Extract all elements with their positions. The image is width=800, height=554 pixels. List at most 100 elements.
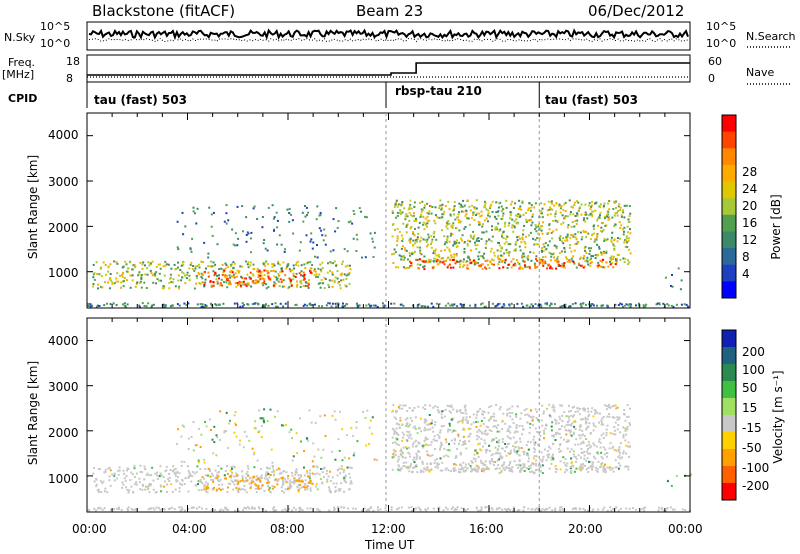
power-echo-cell	[252, 281, 255, 284]
power-echo-cell	[135, 282, 138, 285]
velocity-echo-cell	[561, 508, 564, 511]
velocity-echo-cell	[205, 487, 208, 490]
velocity-echo-cell	[481, 431, 484, 434]
power-echo-cell	[581, 235, 584, 238]
power-echo-cell	[582, 229, 585, 232]
velocity-echo-cell	[178, 487, 181, 489]
power-echo-cell	[328, 279, 331, 282]
velocity-echo-cell	[503, 468, 506, 471]
velocity-echo-cell	[510, 470, 513, 472]
power-echo-cell	[504, 261, 506, 264]
power-echo-cell	[588, 214, 591, 217]
velocity-echo-cell	[148, 491, 151, 494]
power-echo-cell	[254, 282, 257, 285]
velocity-echo-cell	[402, 465, 405, 468]
power-echo-cell	[629, 228, 631, 231]
power-echo-cell	[540, 202, 542, 205]
velocity-echo-cell	[340, 506, 343, 509]
velocity-echo-cell	[404, 456, 407, 459]
velocity-echo-cell	[552, 404, 555, 407]
velocity-echo-cell	[205, 481, 208, 484]
power-echo-cell	[262, 277, 265, 280]
velocity-echo-cell	[570, 472, 573, 474]
power-echo-cell	[287, 287, 290, 290]
velocity-echo-cell	[492, 438, 495, 441]
power-colorbar-swatch	[722, 164, 736, 182]
velocity-echo-cell	[440, 441, 443, 444]
velocity-echo-cell	[581, 467, 584, 470]
power-echo-cell	[520, 208, 523, 211]
power-echo-cell	[110, 279, 113, 282]
power-echo-cell	[585, 303, 587, 306]
power-echo-cell	[605, 239, 608, 242]
velocity-echo-cell	[511, 418, 514, 421]
velocity-echo-cell	[313, 455, 316, 458]
power-echo-cell	[278, 285, 281, 288]
power-echo-cell	[603, 266, 606, 269]
power-echo-cell	[547, 244, 550, 247]
power-echo-cell	[620, 224, 623, 227]
velocity-echo-cell	[579, 437, 582, 440]
power-echo-cell	[284, 302, 287, 305]
velocity-echo-cell	[394, 453, 397, 456]
power-echo-cell	[503, 252, 506, 255]
velocity-echo-cell	[518, 454, 521, 457]
velocity-echo-cell	[259, 476, 262, 479]
velocity-echo-cell	[87, 508, 90, 511]
velocity-echo-cell	[484, 448, 487, 451]
power-echo-cell	[253, 205, 256, 208]
velocity-echo-cell	[526, 421, 529, 424]
velocity-echo-cell	[525, 454, 528, 456]
power-echo-cell	[426, 238, 429, 241]
power-echo-cell	[513, 226, 516, 229]
velocity-echo-cell	[554, 418, 556, 421]
power-echo-cell	[263, 274, 266, 277]
power-echo-cell	[154, 272, 157, 275]
power-echo-cell	[315, 218, 318, 221]
power-echo-cell	[284, 274, 287, 277]
power-echo-cell	[416, 238, 419, 241]
velocity-echo-cell	[229, 469, 232, 472]
velocity-echo-cell	[235, 474, 238, 477]
power-echo-cell	[401, 201, 404, 203]
velocity-echo-cell	[625, 465, 628, 468]
velocity-echo-cell	[601, 461, 604, 464]
power-echo-cell	[562, 242, 565, 245]
power-echo-cell	[537, 243, 540, 246]
velocity-echo-cell	[197, 427, 200, 430]
velocity-echo-cell	[549, 415, 552, 418]
velocity-echo-cell	[614, 459, 617, 462]
velocity-echo-cell	[296, 479, 299, 482]
power-echo-cell	[309, 268, 312, 271]
power-echo-cell	[683, 303, 686, 306]
power-echo-cell	[624, 257, 627, 260]
velocity-echo-cell	[101, 482, 104, 485]
power-echo-cell	[288, 212, 291, 215]
power-echo-cell	[417, 232, 420, 235]
velocity-cbar-tick: 15	[742, 401, 758, 415]
power-echo-cell	[542, 243, 545, 246]
power-echo-cell	[282, 305, 285, 308]
power-echo-cell	[406, 215, 409, 218]
power-echo-cell	[524, 246, 527, 249]
power-echo-cell	[330, 279, 333, 282]
power-echo-cell	[540, 305, 543, 308]
power-echo-cell	[509, 211, 512, 213]
power-echo-cell	[535, 255, 538, 258]
power-echo-cell	[446, 227, 449, 230]
velocity-echo-cell	[174, 488, 177, 491]
velocity-echo-cell	[657, 509, 660, 512]
velocity-echo-cell	[347, 507, 349, 510]
power-echo-cell	[382, 304, 385, 307]
power-cbar-tick: 4	[742, 267, 750, 281]
power-echo-cell	[220, 282, 223, 285]
power-echo-cell	[608, 200, 611, 202]
velocity-echo-cell	[545, 423, 548, 426]
velocity-echo-cell	[363, 507, 366, 510]
nsearch-series	[88, 37, 689, 43]
velocity-echo-cell	[152, 479, 155, 482]
velocity-echo-cell	[535, 464, 538, 467]
power-echo-cell	[463, 204, 466, 207]
velocity-echo-cell	[322, 448, 325, 451]
power-echo-cell	[549, 259, 552, 262]
